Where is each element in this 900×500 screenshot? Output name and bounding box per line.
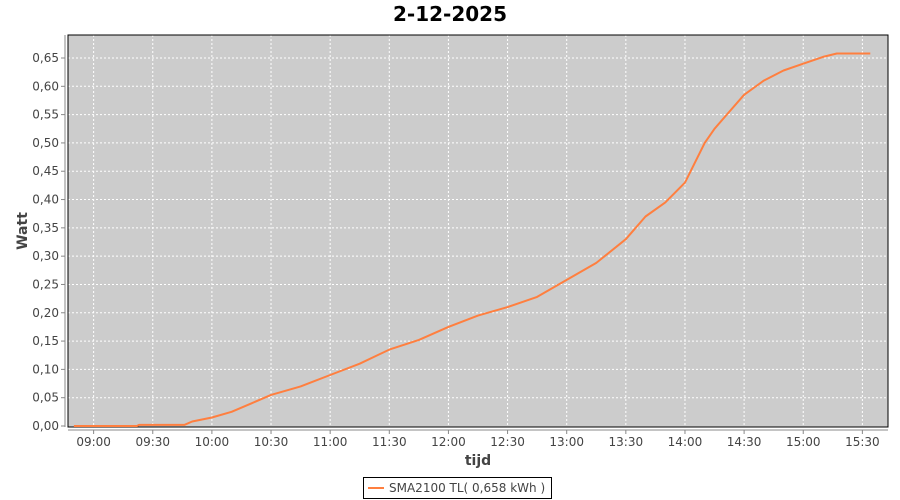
y-tick-label: 0,20 bbox=[32, 306, 59, 320]
legend: SMA2100 TL( 0,658 kWh ) bbox=[363, 477, 553, 499]
y-tick-label: 0,10 bbox=[32, 362, 59, 376]
y-tick-label: 0,60 bbox=[32, 79, 59, 93]
x-tick-label: 12:00 bbox=[431, 435, 466, 449]
y-tick-label: 0,45 bbox=[32, 164, 59, 178]
y-tick-label: 0,50 bbox=[32, 136, 59, 150]
x-tick-label: 11:00 bbox=[313, 435, 348, 449]
y-tick-label: 0,05 bbox=[32, 391, 59, 405]
y-tick-label: 0,15 bbox=[32, 334, 59, 348]
chart-title: 2-12-2025 bbox=[392, 2, 507, 26]
y-tick-label: 0,00 bbox=[32, 419, 59, 433]
x-tick-label: 11:30 bbox=[372, 435, 407, 449]
x-tick-label: 10:30 bbox=[254, 435, 289, 449]
x-tick-label: 10:00 bbox=[195, 435, 230, 449]
x-axis-label: tijd bbox=[465, 453, 491, 469]
legend-label: SMA2100 TL( 0,658 kWh ) bbox=[389, 481, 546, 495]
y-tick-label: 0,35 bbox=[32, 221, 59, 235]
y-tick-label: 0,25 bbox=[32, 277, 59, 291]
x-tick-label: 14:00 bbox=[668, 435, 703, 449]
plot-border bbox=[67, 34, 889, 428]
x-tick-label: 13:00 bbox=[549, 435, 584, 449]
x-tick-label: 09:30 bbox=[135, 435, 170, 449]
x-tick-label: 12:30 bbox=[490, 435, 525, 449]
x-tick-label: 15:30 bbox=[845, 435, 880, 449]
legend-swatch bbox=[368, 487, 384, 489]
x-tick-label: 09:00 bbox=[76, 435, 111, 449]
y-tick-label: 0,40 bbox=[32, 193, 59, 207]
y-tick-label: 0,30 bbox=[32, 249, 59, 263]
y-tick-label: 0,65 bbox=[32, 51, 59, 65]
y-tick-label: 0,55 bbox=[32, 108, 59, 122]
x-tick-label: 15:00 bbox=[786, 435, 821, 449]
y-axis-label: Watt bbox=[15, 212, 31, 250]
x-tick-label: 14:30 bbox=[727, 435, 762, 449]
plot-area bbox=[68, 35, 888, 427]
x-tick-label: 13:30 bbox=[609, 435, 644, 449]
series-line bbox=[73, 52, 871, 427]
